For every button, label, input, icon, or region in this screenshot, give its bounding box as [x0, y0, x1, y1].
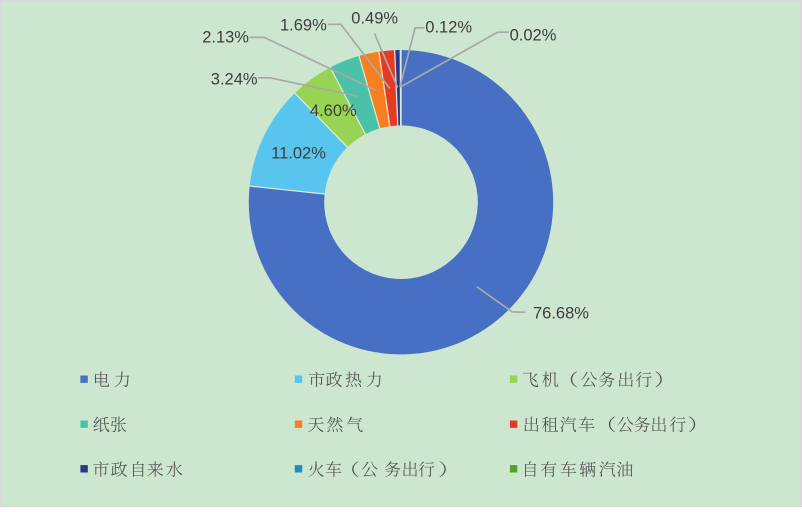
svg-text:1.69%: 1.69%	[280, 17, 327, 35]
svg-text:0.12%: 0.12%	[425, 19, 472, 37]
svg-text:11.02%: 11.02%	[271, 144, 326, 162]
svg-text:3.24%: 3.24%	[211, 71, 258, 89]
svg-text:4.60%: 4.60%	[310, 102, 357, 120]
svg-text:0.02%: 0.02%	[510, 27, 557, 45]
svg-text:76.68%: 76.68%	[533, 305, 589, 323]
svg-text:2.13%: 2.13%	[202, 29, 249, 47]
svg-text:0.49%: 0.49%	[351, 9, 398, 27]
